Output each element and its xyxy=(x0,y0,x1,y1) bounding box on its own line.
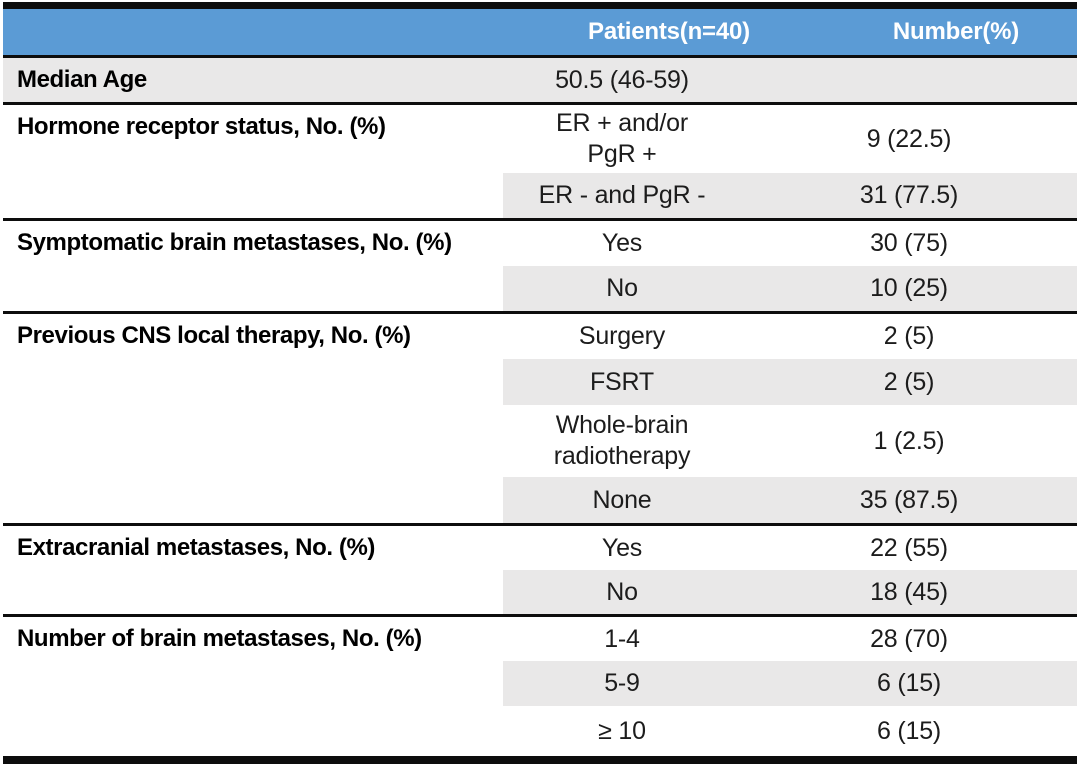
header-cell-patients: Patients(n=40) xyxy=(503,18,750,46)
group-hormone-receptor-status: Hormone receptor status, No. (%) ER + an… xyxy=(3,105,1077,221)
row-label: Median Age xyxy=(3,58,503,102)
group-symptomatic-brain-metastases: Symptomatic brain metastases, No. (%) Ye… xyxy=(3,221,1077,314)
cell-number: 10 (25) xyxy=(870,274,948,302)
patient-characteristics-table: Patients(n=40) Number(%) Median Age 50.5… xyxy=(3,2,1077,764)
table-row: 5-9 6 (15) xyxy=(503,661,1077,706)
cell-value: ≥ 10 xyxy=(598,716,646,745)
cell-value: ER + and/or PgR + xyxy=(556,109,688,168)
cell-number: 28 (70) xyxy=(870,624,948,653)
table-row: No 18 (45) xyxy=(503,570,1077,614)
cell-value: Yes xyxy=(601,229,643,257)
table-row: ER + and/or PgR + 9 (22.5) xyxy=(503,105,1077,173)
table-row: No 10 (25) xyxy=(503,266,1077,311)
cell-value: FSRT xyxy=(589,367,655,396)
table-row: Yes 30 (75) xyxy=(503,221,1077,266)
cell-number: 9 (22.5) xyxy=(866,124,952,153)
cell-number: 2 (5) xyxy=(883,322,935,350)
row-label: Hormone receptor status, No. (%) xyxy=(3,105,503,218)
cell-number: 1 (2.5) xyxy=(873,426,945,455)
table-row: Whole-brain radiotherapy 1 (2.5) xyxy=(503,405,1077,477)
header-cell-number: Number(%) xyxy=(741,18,1077,46)
header-number-label: Number(%) xyxy=(892,18,1020,45)
table-row: 1-4 28 (70) xyxy=(503,617,1077,661)
cell-value: Surgery xyxy=(578,322,666,350)
cell-value: 1-4 xyxy=(604,624,640,653)
table-row: None 35 (87.5) xyxy=(503,477,1077,523)
cell-value: No xyxy=(606,274,638,302)
cell-number: 35 (87.5) xyxy=(859,485,959,514)
cell-value: No xyxy=(606,577,638,606)
cell-number: 22 (55) xyxy=(870,533,948,562)
table-header-row: Patients(n=40) Number(%) xyxy=(3,2,1077,58)
table-row: Surgery 2 (5) xyxy=(503,314,1077,359)
row-label: Previous CNS local therapy, No. (%) xyxy=(3,314,503,523)
cell-number: 6 (15) xyxy=(876,716,942,745)
table-row: Yes 22 (55) xyxy=(503,526,1077,570)
cell-value: 5-9 xyxy=(604,669,640,697)
cell-value: Yes xyxy=(601,533,643,562)
group-number-of-brain-metastases: Number of brain metastases, No. (%) 1-4 … xyxy=(3,617,1077,764)
cell-value: 50.5 (46-59) xyxy=(555,65,689,94)
row-label: Symptomatic brain metastases, No. (%) xyxy=(3,221,503,311)
cell-value: Whole-brain radiotherapy xyxy=(553,411,691,470)
row-label: Extracranial metastases, No. (%) xyxy=(3,526,503,614)
cell-number: 31 (77.5) xyxy=(859,181,959,209)
group-previous-cns-local-therapy: Previous CNS local therapy, No. (%) Surg… xyxy=(3,314,1077,526)
row-label: Number of brain metastases, No. (%) xyxy=(3,617,503,756)
cell-number: 30 (75) xyxy=(870,229,948,257)
table-row: ≥ 10 6 (15) xyxy=(503,706,1077,756)
group-median-age: Median Age 50.5 (46-59) xyxy=(3,58,1077,105)
group-extracranial-metastases: Extracranial metastases, No. (%) Yes 22 … xyxy=(3,526,1077,617)
cell-number: 18 (45) xyxy=(870,577,948,606)
table-row: FSRT 2 (5) xyxy=(503,359,1077,405)
header-patients-label: Patients(n=40) xyxy=(588,18,750,45)
cell-number: 6 (15) xyxy=(876,669,942,697)
table-row: ER - and PgR - 31 (77.5) xyxy=(503,173,1077,218)
table-row: 50.5 (46-59) xyxy=(503,58,1077,102)
cell-value: ER - and PgR - xyxy=(538,181,706,209)
cell-number: 2 (5) xyxy=(883,367,935,396)
cell-value: None xyxy=(592,485,652,514)
